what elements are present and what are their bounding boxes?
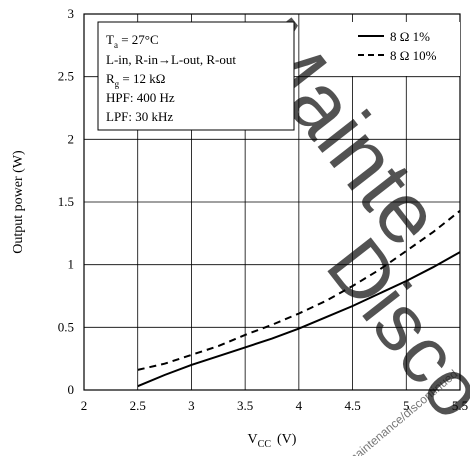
y-tick-label-0: 0	[68, 382, 75, 397]
x-tick-label-1: 2.5	[130, 398, 146, 413]
legend-label-solid: 8 Ω 1%	[390, 29, 430, 44]
legend-frame	[350, 22, 460, 76]
x-tick-label-6: 5	[403, 398, 410, 413]
x-tick-label-5: 4.5	[344, 398, 360, 413]
y-tick-label-6: 3	[68, 6, 75, 21]
series-line-10-percent	[137, 210, 461, 371]
y-tick-label-3: 1.5	[58, 194, 74, 209]
watermark-line2: Disco	[310, 222, 470, 434]
series-layer	[137, 210, 461, 388]
conditions-box-frame	[97, 21, 295, 131]
condition-routing: L-in, R-in→L-out, R-out	[106, 52, 236, 67]
x-tick-label-2: 3	[188, 398, 195, 413]
x-axis-title: VCC (V)	[248, 432, 297, 450]
legend: 8 Ω 1% 8 Ω 10%	[350, 22, 460, 76]
x-tick-label-4: 4	[296, 398, 303, 413]
condition-temperature: Ta = 27°C	[106, 32, 159, 50]
x-tick-label-0: 2	[81, 398, 88, 413]
series-line-1-percent	[137, 251, 461, 388]
y-tick-label-5: 2.5	[58, 69, 74, 84]
plot-frame	[83, 13, 461, 391]
x-tick-label-3: 3.5	[237, 398, 253, 413]
legend-label-dashed: 8 Ω 10%	[390, 48, 437, 63]
x-tick-labels: 2 2.5 3 3.5 4 4.5 5 5.5	[81, 398, 468, 413]
conditions-box: Ta = 27°C L-in, R-in→L-out, R-out Rg = 1…	[97, 21, 295, 131]
y-tick-labels: 0 0.5 1 1.5 2 2.5 3	[58, 6, 74, 397]
condition-rg: Rg = 12 kΩ	[106, 71, 165, 89]
condition-hpf: HPF: 400 Hz	[106, 90, 175, 105]
y-tick-label-4: 2	[68, 131, 75, 146]
y-axis-title: Output power (W)	[11, 150, 26, 254]
condition-lpf: LPF: 30 kHz	[106, 109, 173, 124]
x-tick-label-7: 5.5	[452, 398, 468, 413]
y-tick-label-2: 1	[68, 257, 75, 272]
y-tick-label-1: 0.5	[58, 319, 74, 334]
